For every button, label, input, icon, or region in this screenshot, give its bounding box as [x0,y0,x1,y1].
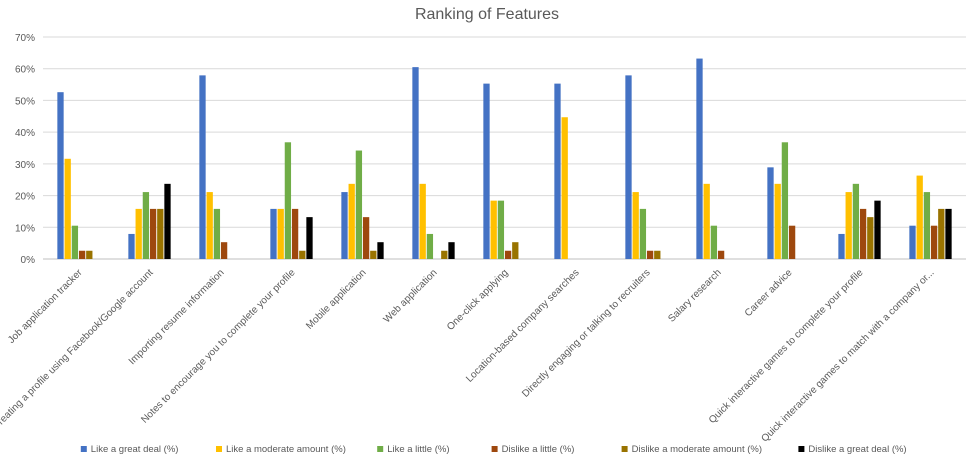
bar [78,250,86,259]
legend-swatch [80,446,87,452]
bar [852,183,860,259]
bar [355,150,363,259]
bar [362,217,370,259]
bar [370,250,377,259]
y-tick-label: 30% [15,160,35,171]
bar [277,208,284,259]
legend-label: Like a moderate amount (%) [226,444,346,455]
y-tick-label: 20% [15,192,35,203]
bar [788,225,796,259]
bar [341,192,348,259]
bar [632,192,639,259]
bar [639,208,647,259]
x-tick-label: One-click applying [445,267,511,333]
bar [504,250,512,259]
bar [845,192,852,259]
x-tick-label: Quick interactive games to match with a … [759,267,936,444]
bar [441,250,448,259]
bar [874,200,881,259]
y-tick-label: 40% [15,128,35,139]
bar [270,208,277,259]
y-tick-label: 0% [21,255,36,266]
bar [206,192,213,259]
x-tick-label: Notes to encourage you to complete your … [139,267,298,426]
bar [426,233,434,259]
bar [377,242,384,259]
bar [306,217,313,259]
legend-label: Like a little (%) [387,444,449,455]
bar [859,208,867,259]
bar [213,208,221,259]
bar [923,192,931,259]
y-tick-label: 10% [15,223,35,234]
bar [149,208,157,259]
bar [930,225,938,259]
bar [448,242,455,259]
bar [838,233,845,259]
y-tick-label: 60% [15,65,35,76]
bar [64,158,71,259]
bar [142,192,150,259]
bar [419,183,426,259]
legend-swatch [377,446,384,452]
legend-swatch [621,446,628,452]
bar [71,225,79,259]
bar [412,67,419,259]
bar [717,250,725,259]
x-tick-label: Location-based company searches [464,267,581,384]
bar [938,208,945,259]
bar [625,75,632,259]
legend-label: Like a great deal (%) [91,444,179,455]
chart-title: Ranking of Features [414,6,560,23]
y-tick-label: 70% [15,33,35,44]
legend-label: Dislike a moderate amount (%) [632,444,762,455]
bar [199,75,206,259]
x-tick-label: Career advice [743,267,795,319]
bar [348,183,355,259]
bar [490,200,497,259]
bar [867,217,874,259]
bar [561,117,568,259]
bar [774,183,781,259]
bar [654,250,661,259]
bar [512,242,519,259]
legend-label: Dislike a little (%) [502,444,575,455]
bar [696,58,703,259]
legend-label: Dislike a great deal (%) [808,444,906,455]
bar [767,167,774,259]
legend-swatch [491,446,498,452]
legend-swatch [798,446,805,452]
bar [135,208,142,259]
bar [57,92,64,259]
bar [284,142,292,259]
bar [646,250,654,259]
x-tick-label: Creating a profile using Facebook/Google… [0,267,156,432]
bar [299,250,306,259]
bar [128,233,135,259]
bar [483,83,490,260]
x-tick-label: Salary research [666,267,723,324]
bar [945,208,952,259]
x-tick-label: Web application [382,267,440,325]
x-tick-label: Mobile application [304,267,368,331]
bar [157,208,164,259]
bar [703,183,710,259]
y-tick-label: 50% [15,96,35,107]
legend-swatch [216,446,222,452]
bar [291,208,299,259]
bar [916,175,923,259]
bar [86,250,93,259]
bar [497,200,505,259]
bar [710,225,718,259]
x-tick-label: Job application tracker [6,267,85,346]
bar [220,242,228,259]
x-tick-label: Directly engaging or talking to recruite… [520,267,652,399]
bar [909,225,916,259]
x-tick-label: Quick interactive games to complete your… [707,267,866,426]
bar [781,142,789,259]
bar [554,83,561,260]
bar [164,183,171,259]
